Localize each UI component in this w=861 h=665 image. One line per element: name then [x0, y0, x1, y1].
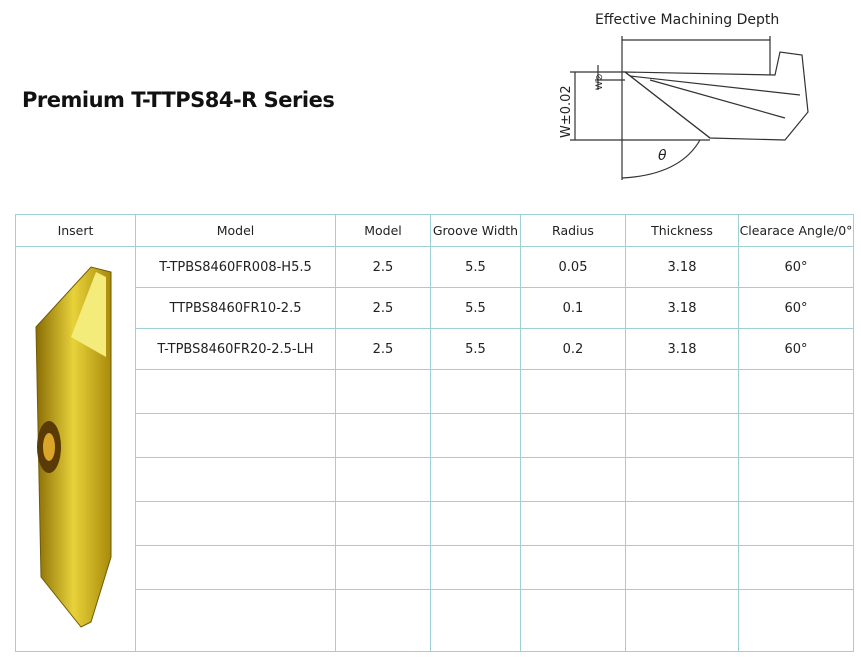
cell: 60° — [738, 328, 854, 370]
cell: T-TPBS8460FR20-2.5-LH — [135, 328, 336, 370]
row — [16, 457, 854, 502]
empty-cell — [625, 413, 739, 458]
cell: 60° — [738, 246, 854, 288]
empty-cell — [335, 589, 431, 652]
empty-cell — [738, 369, 854, 414]
column-header: Thickness — [625, 214, 739, 247]
row — [16, 501, 854, 546]
depth-label: Effective Machining Depth — [595, 12, 779, 28]
cell: T-TPBS8460FR008-H5.5 — [135, 246, 336, 288]
column-header: Groove Width — [430, 214, 521, 247]
insert-cell — [15, 246, 136, 652]
empty-cell — [520, 501, 626, 546]
column-header: Model — [335, 214, 431, 247]
empty-cell — [520, 369, 626, 414]
empty-cell — [135, 501, 336, 546]
empty-cell — [738, 413, 854, 458]
empty-cell — [430, 545, 521, 590]
diagram: Effective Machining Depth W±0.02 W⊘ θ — [559, 12, 809, 180]
spec-table: Insert Model Model Groove Width Radius Thickn… — [15, 214, 854, 652]
empty-cell — [625, 545, 739, 590]
empty-cell — [335, 457, 431, 502]
cell: 3.18 — [625, 287, 739, 329]
empty-cell — [625, 369, 739, 414]
empty-cell — [335, 545, 431, 590]
cell: 3.18 — [625, 328, 739, 370]
insert-image — [34, 266, 111, 628]
width-label: W±0.02 — [559, 85, 574, 138]
empty-cell — [430, 589, 521, 652]
empty-cell — [430, 413, 521, 458]
empty-cell — [135, 457, 336, 502]
cell: 2.5 — [335, 246, 431, 288]
column-header: Model — [135, 214, 336, 247]
cell: 2.5 — [335, 287, 431, 329]
cell: 3.18 — [625, 246, 739, 288]
cell: 0.2 — [520, 328, 626, 370]
empty-cell — [135, 369, 336, 414]
row — [16, 589, 854, 652]
row: T-TPBS8460FR20-2.5-LH 2.5 5.5 0.2 3.18 60° — [16, 328, 854, 370]
empty-cell — [430, 369, 521, 414]
empty-cell — [430, 457, 521, 502]
cell: 5.5 — [430, 287, 521, 329]
column-header: Clearace Angle/0° — [738, 214, 854, 247]
empty-cell — [335, 413, 431, 458]
empty-cell — [520, 413, 626, 458]
cell: 0.1 — [520, 287, 626, 329]
empty-cell — [335, 501, 431, 546]
empty-cell — [738, 545, 854, 590]
empty-cell — [135, 589, 336, 652]
row: T-TPBS8460FR008-H5.5 2.5 5.5 0.05 3.18 60° — [15, 246, 854, 652]
cell: 2.5 — [335, 328, 431, 370]
cell: TTPBS8460FR10-2.5 — [135, 287, 336, 329]
empty-cell — [738, 457, 854, 502]
row — [16, 413, 854, 458]
empty-cell — [738, 589, 854, 652]
cell: 5.5 — [430, 246, 521, 288]
empty-cell — [520, 589, 626, 652]
empty-cell — [520, 545, 626, 590]
column-header: Insert — [15, 214, 136, 247]
angle-label: θ — [658, 148, 667, 164]
row — [16, 369, 854, 414]
empty-cell — [135, 545, 336, 590]
empty-cell — [335, 369, 431, 414]
empty-cell — [520, 457, 626, 502]
header-row: Insert Model Model Groove Width Radius Thickn… — [15, 214, 854, 247]
empty-cell — [430, 501, 521, 546]
column-header: Radius — [520, 214, 626, 247]
title: Premium T-TTPS84-R Series — [22, 88, 335, 112]
cell: 0.05 — [520, 246, 626, 288]
empty-cell — [625, 501, 739, 546]
empty-cell — [625, 457, 739, 502]
empty-cell — [135, 413, 336, 458]
empty-cell — [625, 589, 739, 652]
row — [16, 545, 854, 590]
cell: 5.5 — [430, 328, 521, 370]
empty-cell — [738, 501, 854, 546]
small-label: W⊘ — [595, 74, 605, 90]
cell: 60° — [738, 287, 854, 329]
row: TTPBS8460FR10-2.5 2.5 5.5 0.1 3.18 60° — [16, 287, 854, 329]
